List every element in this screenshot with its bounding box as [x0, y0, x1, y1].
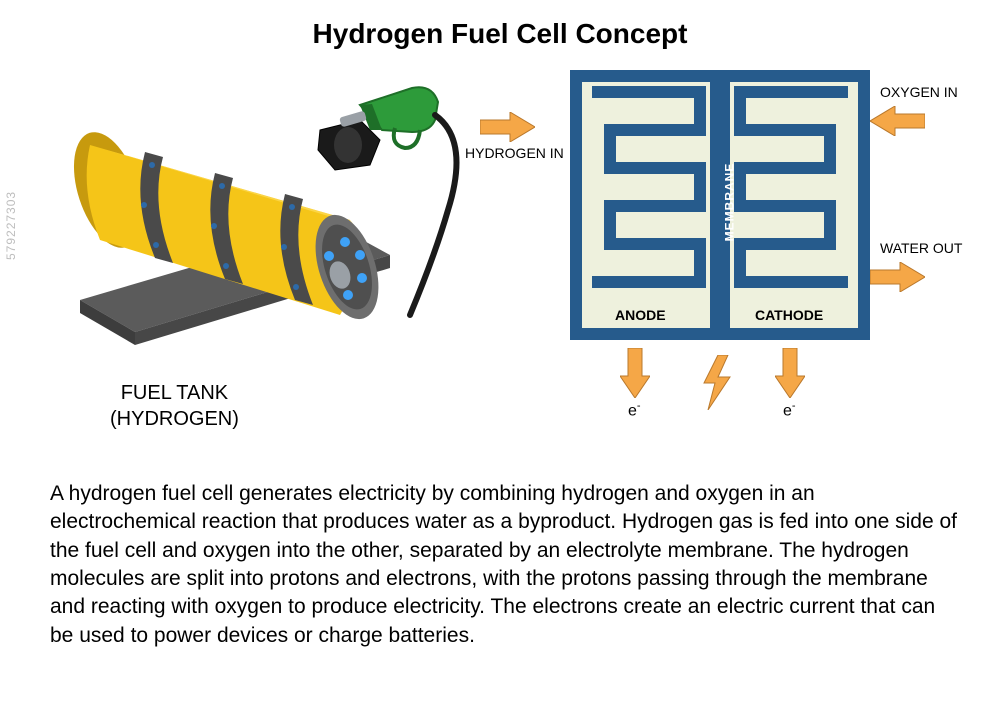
- arrow-electron-anode-icon: [620, 348, 650, 398]
- electron-superscript: -: [637, 400, 641, 412]
- electron-label-cathode: e-: [783, 400, 796, 420]
- arrow-electron-cathode-icon: [775, 348, 805, 398]
- fuel-tank-svg: [40, 70, 460, 380]
- hydrogen-in-label: HYDROGEN IN: [465, 145, 564, 161]
- watermark-id: 579227303: [4, 191, 18, 260]
- fuel-tank-label-line2: (HYDROGEN): [110, 408, 239, 430]
- description-text: A hydrogen fuel cell generates electrici…: [50, 480, 960, 650]
- fuel-tank-label-line1: FUEL TANK: [121, 382, 228, 404]
- electron-symbol: e: [783, 402, 792, 419]
- electron-symbol: e: [628, 402, 637, 419]
- fuel-cell-box-icon: [570, 70, 870, 340]
- cathode-label: CATHODE: [755, 307, 823, 323]
- arrow-hydrogen-in-icon: [480, 112, 535, 142]
- fuel-cell-diagram: HYDROGEN IN OXYGEN IN WATER OUT ANODE CA…: [560, 70, 970, 430]
- membrane-label: MEMBRANE: [722, 163, 736, 242]
- oxygen-in-label: OXYGEN IN: [880, 84, 958, 100]
- lightning-bolt-icon: [700, 355, 735, 410]
- arrow-water-out-icon: [870, 262, 925, 292]
- anode-label: ANODE: [615, 307, 666, 323]
- page-title: Hydrogen Fuel Cell Concept: [0, 18, 1000, 50]
- fuel-tank-illustration: FUEL TANK (HYDROGEN): [40, 70, 460, 410]
- fuel-tank-label: FUEL TANK (HYDROGEN): [110, 380, 239, 432]
- electron-superscript: -: [792, 400, 796, 412]
- arrow-oxygen-in-icon: [870, 106, 925, 136]
- water-out-label: WATER OUT: [880, 240, 962, 256]
- electron-label-anode: e-: [628, 400, 641, 420]
